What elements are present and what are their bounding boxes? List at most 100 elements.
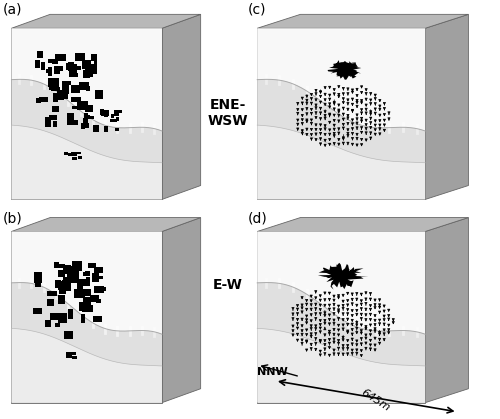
Polygon shape (162, 217, 200, 403)
Bar (86, 115, 90, 119)
Bar (75, 66, 82, 70)
Bar (55, 280, 61, 288)
Bar (84, 298, 89, 304)
Bar (84, 272, 87, 276)
Bar (83, 301, 91, 305)
Bar (72, 356, 78, 359)
Text: (b): (b) (2, 212, 22, 225)
Polygon shape (162, 14, 200, 199)
Bar (54, 262, 59, 268)
Bar (74, 152, 78, 154)
Bar (70, 267, 78, 272)
Bar (62, 84, 69, 94)
Polygon shape (318, 263, 368, 290)
Bar (94, 267, 103, 274)
Bar (45, 320, 51, 327)
Polygon shape (257, 125, 425, 199)
Polygon shape (12, 217, 200, 231)
Bar (67, 273, 77, 282)
Bar (90, 54, 97, 61)
Bar (75, 53, 85, 60)
Bar (104, 110, 109, 116)
Text: NNW: NNW (258, 367, 288, 377)
Polygon shape (425, 217, 469, 403)
Bar (36, 282, 42, 287)
Bar (64, 331, 73, 339)
Polygon shape (12, 28, 162, 131)
Bar (48, 78, 59, 87)
Text: (d): (d) (248, 212, 267, 225)
Bar (72, 152, 76, 155)
Polygon shape (12, 328, 162, 403)
Text: (c): (c) (248, 2, 266, 16)
Bar (48, 115, 58, 120)
Bar (48, 67, 52, 76)
Bar (84, 113, 88, 118)
Bar (92, 129, 99, 132)
Bar (87, 116, 94, 119)
Bar (55, 66, 63, 70)
Bar (69, 64, 77, 73)
Bar (82, 123, 87, 127)
Bar (48, 291, 58, 296)
Bar (84, 289, 91, 296)
Bar (66, 352, 71, 355)
Bar (86, 104, 93, 112)
Bar (66, 355, 71, 358)
Bar (66, 354, 71, 357)
Bar (90, 295, 100, 302)
Bar (104, 111, 108, 117)
Polygon shape (257, 28, 425, 199)
Bar (34, 59, 40, 68)
Bar (83, 70, 89, 78)
Bar (36, 98, 40, 103)
Bar (78, 286, 84, 290)
Bar (82, 123, 90, 128)
Bar (45, 117, 51, 127)
Text: 645m: 645m (359, 387, 391, 413)
Bar (72, 157, 76, 160)
Bar (68, 308, 73, 319)
Bar (77, 152, 82, 154)
Text: ENE-
WSW: ENE- WSW (208, 98, 248, 128)
Bar (62, 280, 70, 289)
Bar (69, 72, 78, 77)
Polygon shape (257, 328, 425, 403)
Polygon shape (257, 79, 425, 163)
Bar (83, 118, 88, 124)
Bar (74, 292, 80, 298)
Bar (71, 352, 76, 355)
Bar (56, 91, 64, 100)
Bar (82, 305, 87, 312)
Polygon shape (12, 14, 200, 28)
Bar (95, 287, 106, 291)
Polygon shape (12, 28, 162, 199)
Bar (63, 93, 68, 99)
Bar (72, 261, 83, 271)
Bar (77, 101, 88, 110)
Polygon shape (12, 231, 162, 403)
Bar (48, 299, 54, 306)
Bar (68, 62, 74, 71)
Polygon shape (12, 231, 162, 334)
Bar (64, 152, 68, 155)
Polygon shape (257, 28, 425, 131)
Bar (100, 109, 104, 113)
Bar (84, 271, 90, 276)
Bar (74, 290, 85, 298)
Bar (94, 316, 102, 322)
Bar (63, 277, 70, 283)
Bar (46, 69, 52, 73)
Bar (110, 119, 116, 122)
Bar (34, 308, 42, 314)
Bar (117, 110, 122, 113)
Bar (72, 106, 78, 109)
Bar (86, 85, 90, 91)
Bar (58, 313, 66, 323)
Bar (95, 90, 103, 99)
Bar (94, 54, 98, 64)
Bar (60, 284, 66, 294)
Bar (51, 87, 60, 91)
Bar (88, 263, 96, 268)
Polygon shape (425, 14, 469, 199)
